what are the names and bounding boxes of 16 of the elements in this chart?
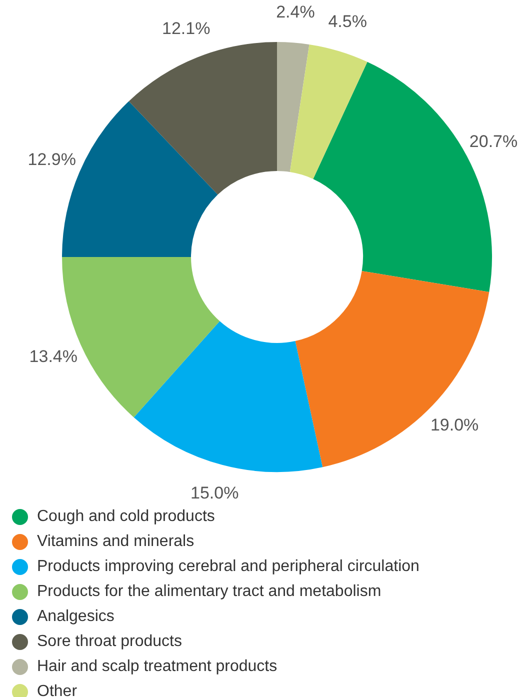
data-label: 15.0% bbox=[190, 484, 239, 503]
legend-label: Analgesics bbox=[37, 608, 114, 626]
legend-label: Sore throat products bbox=[37, 632, 182, 650]
data-label: 13.4% bbox=[29, 346, 78, 366]
legend-label: Cough and cold products bbox=[37, 508, 215, 526]
legend-label: Products improving cerebral and peripheral circulation bbox=[37, 558, 420, 576]
data-label: 4.5% bbox=[328, 12, 367, 32]
legend-label: Hair and scalp treatment products bbox=[37, 658, 278, 676]
legend-label: Other bbox=[37, 682, 78, 697]
legend-label: Products for the alimentary tract and metabolism bbox=[37, 582, 382, 600]
data-label: 19.0% bbox=[430, 416, 479, 435]
legend-label: Vitamins and minerals bbox=[37, 532, 194, 550]
data-label: 2.4% bbox=[276, 2, 315, 22]
data-label: 20.7% bbox=[469, 132, 518, 152]
data-label: 12.9% bbox=[28, 150, 76, 170]
data-label: 12.1% bbox=[162, 19, 210, 38]
